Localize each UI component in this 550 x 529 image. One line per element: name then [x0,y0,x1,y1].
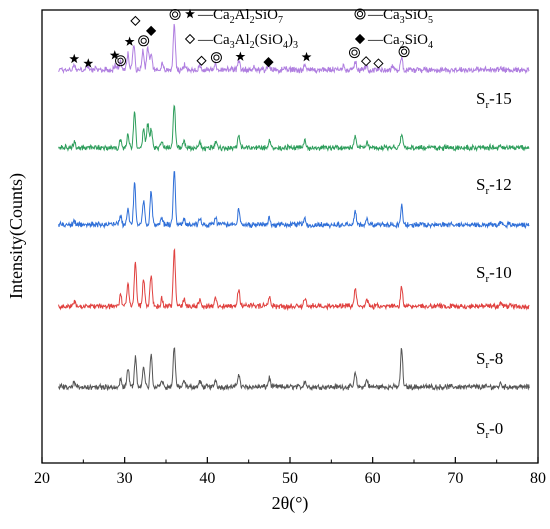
x-tick-label: 60 [365,470,381,487]
phase-marker-star [83,58,94,68]
phase-marker-diamond-open [130,15,141,26]
series-line-sr-10 [58,171,530,230]
phase-marker-circle [210,52,222,64]
series-traces [58,23,530,392]
series-line-sr-0 [58,347,530,392]
x-axis-ticks: 20 30 40 50 60 70 80 [34,457,546,487]
x-tick-label: 40 [199,470,215,487]
phase-marker-diamond-filled [146,25,157,36]
phase-marker-circle [348,47,360,59]
phase-marker-star [109,50,120,60]
series-line-sr-15 [58,23,530,75]
legend-marker-diamond-open [184,33,196,45]
phase-marker-circle [138,35,150,47]
y-axis-label: Intensity(Counts) [6,173,27,299]
plot-frame [41,9,539,464]
series-label-sr-0: Sr-0 [476,419,503,441]
series-labels: Sr-15 Sr-12 Sr-10 Sr-8 Sr-0 [476,89,512,441]
phase-marker-circle [115,55,127,67]
phase-markers [69,9,410,69]
series-label-sr-8: Sr-8 [476,349,503,371]
phase-marker-star [69,53,80,64]
phase-marker-star [235,51,246,61]
x-tick-label: 20 [34,470,50,487]
series-line-sr-12 [58,104,530,153]
series-label-sr-12: Sr-12 [476,175,512,197]
series-label-sr-10: Sr-10 [476,263,512,285]
x-axis-label: 2θ(°) [272,493,309,514]
phase-marker-circle [398,46,410,58]
phase-marker-diamond-open [360,56,372,67]
phase-marker-diamond-open [196,55,207,66]
phase-marker-star [301,51,312,62]
x-tick-label: 50 [282,470,298,487]
x-tick-label: 70 [447,470,463,487]
series-line-sr-8 [58,248,530,312]
phase-marker-diamond-filled [263,56,274,68]
legend-marker-circle [354,8,366,20]
phase-marker-diamond-open [373,58,384,69]
legend-marker-diamond-filled [354,33,366,45]
x-tick-label: 30 [117,470,133,487]
legend-label: —Ca2SiO4 [367,32,433,51]
x-tick-label: 80 [530,470,546,487]
phase-marker-star [124,36,135,46]
legend-label: —Ca2Al2SiO7 [197,7,283,26]
legend: —Ca2Al2SiO7 —Ca3SiO5 —Ca3Al2(SiO4)3 —Ca2SiO… [184,7,433,51]
series-label-sr-15: Sr-15 [476,89,512,111]
legend-label: —Ca3Al2(SiO4)3 [197,32,298,51]
legend-label: —Ca3SiO5 [367,7,433,26]
phase-marker-circle [169,9,181,21]
legend-marker-star [185,8,195,19]
